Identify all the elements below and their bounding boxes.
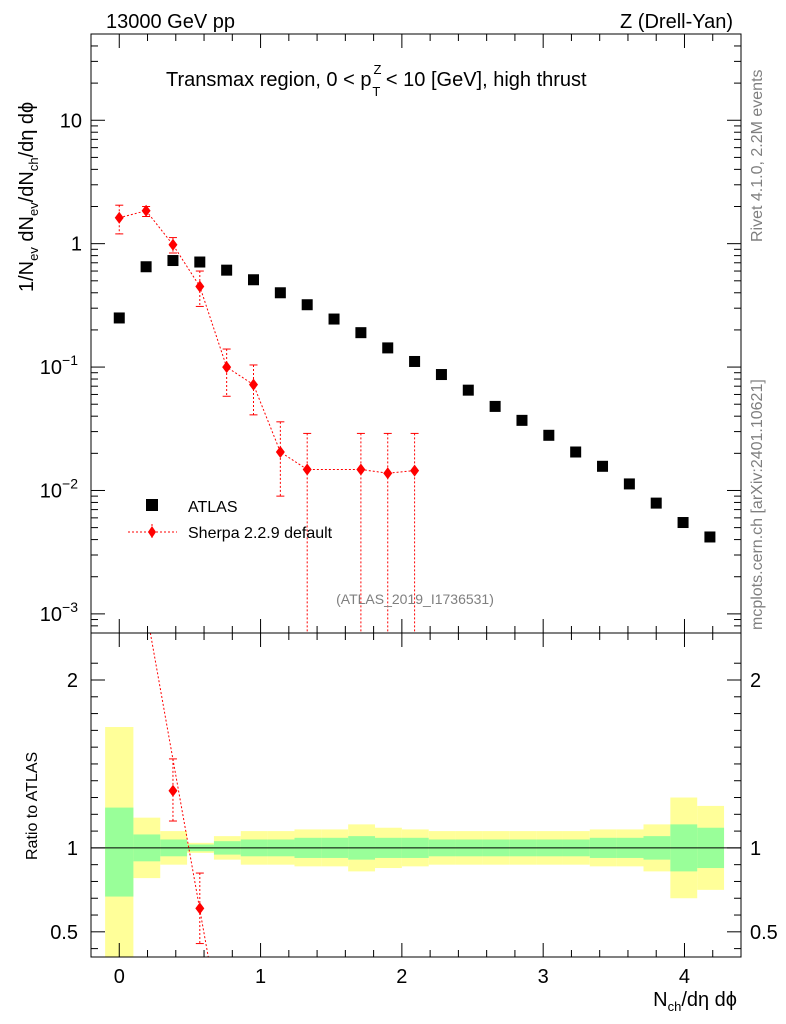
tick-labels: 0 1 2 3 4 10 1 10−1 10−2 10−3 0.5 0.5 1 1 2 2 (40, 110, 778, 988)
axis-ticks (90, 33, 742, 957)
sherpa-series (114, 204, 420, 633)
atlas-point (462, 384, 474, 396)
ratio-green-bin (105, 807, 134, 897)
side-label-top: Rivet 4.1.0, 2.2M events (749, 69, 766, 242)
x-tick-label: 0 (114, 966, 125, 988)
sherpa-point (356, 463, 366, 476)
sherpa-point (222, 361, 232, 374)
atlas-point (140, 261, 152, 273)
atlas-point (328, 313, 340, 325)
sherpa-point (168, 238, 178, 251)
atlas-point (355, 327, 367, 339)
atlas-point (570, 446, 582, 458)
sherpa-line (119, 210, 415, 474)
y-tick-label: 10 (60, 110, 82, 132)
atlas-point (543, 429, 555, 441)
x-tick-label: 3 (538, 966, 549, 988)
header-right: Z (Drell-Yan) (620, 11, 733, 33)
atlas-point (435, 369, 447, 381)
atlas-point (677, 517, 689, 529)
sherpa-point (302, 463, 312, 476)
atlas-point (516, 414, 528, 426)
atlas-point (194, 256, 206, 268)
sherpa-point (383, 467, 393, 480)
ratio-tick-label-right: 1 (750, 838, 761, 860)
legend: ATLAS Sherpa 2.2.9 default (128, 499, 333, 542)
ratio-tick-label-left: 2 (67, 670, 78, 692)
y-axis-label: 1/Nev dNev/dNch/dη dϕ (16, 102, 41, 292)
atlas-point (301, 299, 313, 311)
atlas-point (113, 312, 125, 324)
atlas-point (221, 264, 233, 276)
atlas-point (623, 478, 635, 490)
analysis-tag: (ATLAS_2019_I1736531) (336, 591, 494, 607)
main-panel-frame (90, 33, 742, 634)
legend-atlas-label: ATLAS (188, 499, 238, 516)
atlas-point (167, 255, 179, 267)
atlas-point (274, 287, 286, 299)
atlas-point (382, 342, 394, 354)
sherpa-point (141, 204, 151, 217)
ratio-tick-label-left: 0.5 (50, 922, 78, 944)
atlas-series (113, 255, 716, 543)
atlas-point (248, 274, 259, 286)
side-label-bottom: mcplots.cern.ch [arXiv:2401.10621] (749, 379, 766, 630)
header-left: 13000 GeV pp (106, 11, 235, 33)
atlas-point (704, 531, 716, 543)
ratio-tick-label-right: 2 (750, 670, 761, 692)
y-tick-label: 10−3 (40, 599, 78, 626)
sherpa-point (195, 280, 205, 293)
x-tick-label: 2 (396, 966, 407, 988)
atlas-point (489, 400, 501, 412)
ratio-sherpa-line (149, 632, 209, 958)
ratio-tick-label-right: 0.5 (750, 922, 778, 944)
atlas-point (597, 460, 609, 472)
ratio-y-axis-label: Ratio to ATLAS (24, 752, 41, 860)
x-tick-label: 1 (255, 966, 266, 988)
y-tick-label: 10−1 (40, 352, 78, 379)
legend-atlas-marker (146, 499, 158, 511)
ratio-sherpa-series (149, 632, 209, 958)
ratio-panel-frame (90, 632, 742, 958)
sherpa-point (114, 211, 124, 224)
atlas-point (650, 497, 662, 509)
ratio-tick-label-left: 1 (67, 838, 78, 860)
sherpa-point (249, 378, 258, 391)
sherpa-point (410, 464, 420, 477)
sherpa-point (275, 446, 285, 459)
legend-sherpa-marker (148, 526, 156, 538)
y-tick-label: 1 (71, 234, 82, 256)
ratio-sherpa-point (195, 902, 205, 915)
legend-sherpa-label: Sherpa 2.2.9 default (188, 525, 333, 542)
x-axis-label: Nch/dη dϕ (653, 989, 737, 1014)
x-tick-label: 4 (679, 966, 690, 988)
ratio-sherpa-point (168, 784, 178, 797)
y-tick-label: 10−2 (40, 475, 78, 502)
atlas-point (409, 355, 421, 367)
